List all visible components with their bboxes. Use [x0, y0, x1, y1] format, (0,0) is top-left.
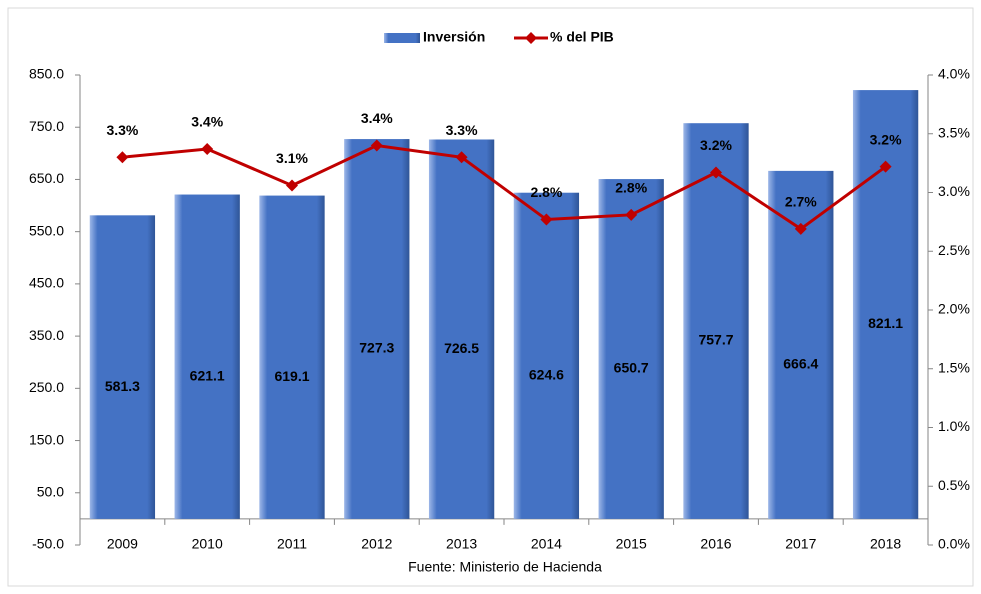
line-marker: [794, 222, 807, 235]
y2-tick-label: 1.5%: [938, 359, 970, 375]
y2-tick-label: 3.5%: [938, 124, 970, 140]
bar-value-label: 821.1: [868, 315, 903, 331]
line-value-label: 3.2%: [870, 131, 902, 147]
x-tick-label: 2017: [785, 536, 816, 552]
x-tick-label: 2012: [361, 536, 392, 552]
line-value-label: 3.2%: [700, 137, 732, 153]
bar-value-label: 581.3: [105, 378, 140, 394]
source: Fuente: Ministerio de Hacienda: [408, 559, 602, 575]
line-marker: [625, 208, 638, 221]
bar: [428, 139, 495, 519]
line-value-label: 3.3%: [106, 122, 138, 138]
line-value-label: 3.1%: [276, 150, 308, 166]
line-marker: [370, 139, 383, 152]
bar: [89, 215, 156, 519]
bar: [598, 179, 664, 519]
y-tick-label: 450.0: [29, 275, 64, 291]
x-tick-label: 2016: [700, 536, 731, 552]
y2-tick-label: 2.5%: [938, 242, 970, 258]
y2-tick-label: 0.5%: [938, 477, 970, 493]
y2-tick-label: 4.0%: [938, 66, 970, 82]
line-value-label: 2.7%: [785, 194, 817, 210]
line-value-label: 3.4%: [361, 110, 393, 126]
line-value-label: 3.3%: [446, 122, 478, 138]
x-tick-label: 2010: [192, 536, 223, 552]
bar: [259, 195, 325, 519]
bar: [174, 194, 240, 519]
y-tick-label: 50.0: [37, 483, 64, 499]
line-marker: [710, 166, 722, 179]
bar-value-label: 624.6: [529, 367, 564, 383]
chart-border: [7, 7, 974, 587]
bar-value-label: 650.7: [614, 360, 649, 376]
line-value-label: 3.4%: [191, 114, 223, 130]
x-tick-label: 2013: [446, 536, 477, 552]
x-tick-label: 2011: [277, 536, 307, 552]
bar: [683, 123, 749, 519]
line-marker: [286, 179, 298, 192]
bar: [344, 139, 410, 519]
legend-swatch: [384, 33, 420, 43]
y-tick-label: 350.0: [29, 327, 64, 343]
line-marker: [455, 151, 468, 164]
y-tick-label: 850.0: [29, 66, 64, 82]
line-marker: [116, 151, 129, 164]
y-tick-label: 750.0: [29, 118, 64, 134]
y2-tick-label: 1.0%: [938, 418, 970, 434]
bar-value-label: 619.1: [274, 368, 309, 384]
legend-label: Inversión: [423, 29, 485, 45]
y2-tick-label: 0.0%: [938, 536, 970, 552]
bar-value-label: 666.4: [783, 356, 818, 372]
line-value-label: 2.8%: [615, 180, 647, 196]
y2-tick-label: 2.0%: [938, 301, 970, 317]
y-tick-label: 150.0: [29, 431, 64, 447]
x-tick-label: 2014: [531, 536, 562, 552]
bar-value-label: 727.3: [359, 340, 394, 356]
y-tick-label: 250.0: [29, 379, 64, 395]
line: [122, 143, 887, 231]
y2-tick-label: 3.0%: [938, 183, 970, 199]
line-marker: [201, 143, 214, 156]
bar-value-label: 757.7: [698, 332, 733, 348]
x-tick-label: 2018: [870, 536, 901, 552]
legend-swatch: [525, 32, 537, 44]
bar-value-label: 621.1: [190, 367, 225, 383]
line-marker: [879, 160, 892, 173]
line-value-label: 2.8%: [530, 184, 562, 200]
legend-label: % del PIB: [550, 29, 614, 45]
line-marker: [540, 213, 553, 226]
bar-value-label: 726.5: [444, 340, 479, 356]
x-tick-label: 2015: [616, 536, 647, 552]
y-tick-label: 650.0: [29, 170, 64, 186]
y-tick-label: -50.0: [32, 536, 64, 552]
y-tick-label: 550.0: [29, 222, 64, 238]
bar: [513, 192, 580, 519]
x-tick-label: 2009: [107, 536, 138, 552]
bar: [852, 90, 919, 519]
